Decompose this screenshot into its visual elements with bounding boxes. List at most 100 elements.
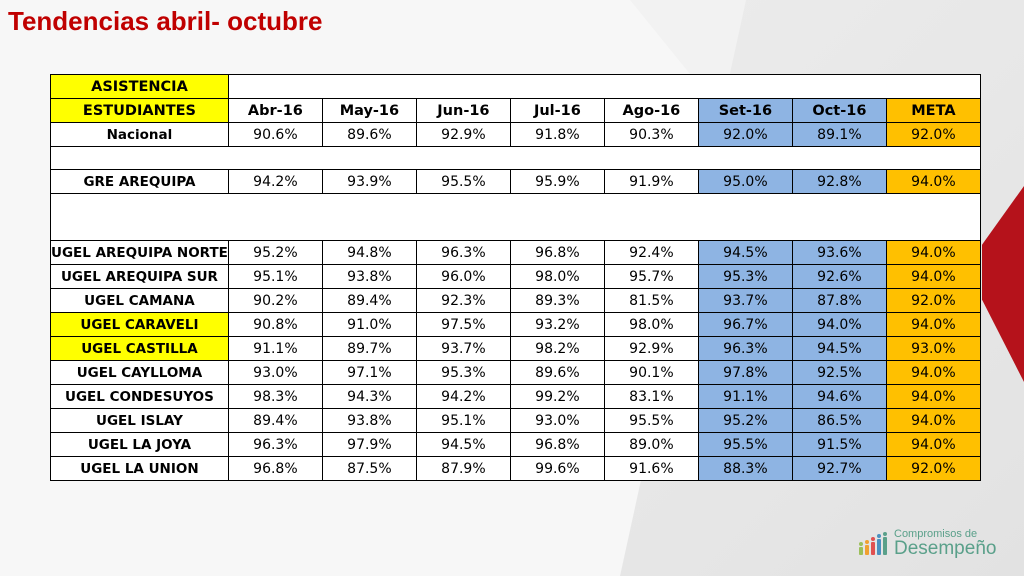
value-cell: 90.3%: [603, 122, 699, 147]
value-cell: 98.0%: [603, 312, 699, 337]
value-cell: 89.4%: [321, 288, 417, 313]
table-row: UGEL CARAVELI 90.8% 91.0% 97.5% 93.2% 98.0% 96…: [50, 312, 981, 337]
value-cell: 89.6%: [509, 360, 605, 385]
value-cell: 91.1%: [697, 384, 793, 409]
meta-cell: 94.0%: [885, 312, 981, 337]
value-cell: 94.6%: [791, 384, 887, 409]
value-cell: 98.2%: [509, 336, 605, 361]
spacer-cell: [50, 146, 981, 170]
value-cell: 92.4%: [603, 240, 699, 265]
meta-cell: 94.0%: [885, 240, 981, 265]
row-label: UGEL CASTILLA: [50, 336, 229, 361]
value-cell: 97.5%: [415, 312, 511, 337]
month-header: Ago-16: [603, 98, 699, 123]
value-cell: 93.0%: [227, 360, 323, 385]
table-row: UGEL ISLAY 89.4% 93.8% 95.1% 93.0% 95.5% 95.2%…: [50, 408, 981, 433]
value-cell: 93.7%: [697, 288, 793, 313]
meta-cell: 92.0%: [885, 456, 981, 481]
value-cell: 96.8%: [227, 456, 323, 481]
value-cell: 96.3%: [415, 240, 511, 265]
value-cell: 93.6%: [791, 240, 887, 265]
value-cell: 87.8%: [791, 288, 887, 313]
compromisos-logo: Compromisos de Desempeño: [858, 526, 1008, 560]
value-cell: 89.4%: [227, 408, 323, 433]
value-cell: 98.0%: [509, 264, 605, 289]
row-label: UGEL AREQUIPA NORTE: [50, 240, 229, 265]
meta-cell: 94.0%: [885, 408, 981, 433]
bar-people-icon: [859, 532, 887, 555]
value-cell: 95.5%: [603, 408, 699, 433]
meta-cell: 94.0%: [885, 264, 981, 289]
value-cell: 87.5%: [321, 456, 417, 481]
value-cell: 95.9%: [509, 169, 605, 194]
value-cell: 91.8%: [509, 122, 605, 147]
meta-header: META: [885, 98, 981, 123]
row-label: UGEL CAMANA: [50, 288, 229, 313]
value-cell: 95.0%: [697, 169, 793, 194]
meta-cell: 94.0%: [885, 360, 981, 385]
value-cell: 95.3%: [697, 264, 793, 289]
header-estudiantes: ESTUDIANTES: [50, 98, 229, 123]
value-cell: 95.2%: [227, 240, 323, 265]
value-cell: 92.9%: [603, 336, 699, 361]
value-cell: 86.5%: [791, 408, 887, 433]
table-row: UGEL LA JOYA 96.3% 97.9% 94.5% 96.8% 89.0% 95.…: [50, 432, 981, 457]
row-label: GRE AREQUIPA: [50, 169, 229, 194]
value-cell: 95.5%: [415, 169, 511, 194]
row-label: UGEL CONDESUYOS: [50, 384, 229, 409]
row-label: UGEL CARAVELI: [50, 312, 229, 337]
header-asistencia: ASISTENCIA: [50, 74, 229, 99]
meta-cell: 94.0%: [885, 432, 981, 457]
value-cell: 93.2%: [509, 312, 605, 337]
value-cell: 91.5%: [791, 432, 887, 457]
value-cell: 96.8%: [509, 432, 605, 457]
value-cell: 97.9%: [321, 432, 417, 457]
value-cell: 92.5%: [791, 360, 887, 385]
value-cell: 95.2%: [697, 408, 793, 433]
value-cell: 87.9%: [415, 456, 511, 481]
value-cell: 89.1%: [791, 122, 887, 147]
month-header: Oct-16: [791, 98, 887, 123]
value-cell: 92.6%: [791, 264, 887, 289]
value-cell: 81.5%: [603, 288, 699, 313]
value-cell: 97.8%: [697, 360, 793, 385]
table-row: UGEL AREQUIPA SUR 95.1% 93.8% 96.0% 98.0% 95.…: [50, 264, 981, 289]
value-cell: 89.0%: [603, 432, 699, 457]
table-row: GRE AREQUIPA 94.2% 93.9% 95.5% 95.9% 91.9% 95.…: [50, 169, 981, 194]
value-cell: 91.9%: [603, 169, 699, 194]
month-header: May-16: [321, 98, 417, 123]
row-label: UGEL LA JOYA: [50, 432, 229, 457]
value-cell: 95.5%: [697, 432, 793, 457]
table-row: Nacional 90.6% 89.6% 92.9% 91.8% 90.3% 92.0% 89…: [50, 122, 981, 147]
value-cell: 96.0%: [415, 264, 511, 289]
row-label: UGEL LA UNION: [50, 456, 229, 481]
attendance-table: ASISTENCIA ESTUDIANTES Abr-16 May-16 Jun…: [50, 74, 981, 481]
value-cell: 91.0%: [321, 312, 417, 337]
table-row: UGEL LA UNION 96.8% 87.5% 87.9% 99.6% 91.6% 88…: [50, 456, 981, 481]
meta-cell: 94.0%: [885, 169, 981, 194]
value-cell: 91.6%: [603, 456, 699, 481]
table-row: UGEL CAMANA 90.2% 89.4% 92.3% 89.3% 81.5% 93.7…: [50, 288, 981, 313]
meta-cell: 92.0%: [885, 122, 981, 147]
value-cell: 97.1%: [321, 360, 417, 385]
value-cell: 92.0%: [697, 122, 793, 147]
value-cell: 89.7%: [321, 336, 417, 361]
logo-text-small: Compromisos de: [894, 528, 978, 540]
spacer-cell: [50, 193, 981, 241]
table-row: UGEL CASTILLA 91.1% 89.7% 93.7% 98.2% 92.9% 96…: [50, 336, 981, 361]
value-cell: 90.6%: [227, 122, 323, 147]
value-cell: 83.1%: [603, 384, 699, 409]
row-label: UGEL ISLAY: [50, 408, 229, 433]
value-cell: 96.7%: [697, 312, 793, 337]
value-cell: 92.8%: [791, 169, 887, 194]
value-cell: 98.3%: [227, 384, 323, 409]
value-cell: 95.1%: [227, 264, 323, 289]
spacer-row: [50, 193, 981, 241]
header-row-1: ASISTENCIA: [50, 74, 981, 99]
value-cell: 93.8%: [321, 264, 417, 289]
header-blank: [228, 74, 981, 99]
value-cell: 94.5%: [791, 336, 887, 361]
value-cell: 93.7%: [415, 336, 511, 361]
value-cell: 92.7%: [791, 456, 887, 481]
value-cell: 95.7%: [603, 264, 699, 289]
